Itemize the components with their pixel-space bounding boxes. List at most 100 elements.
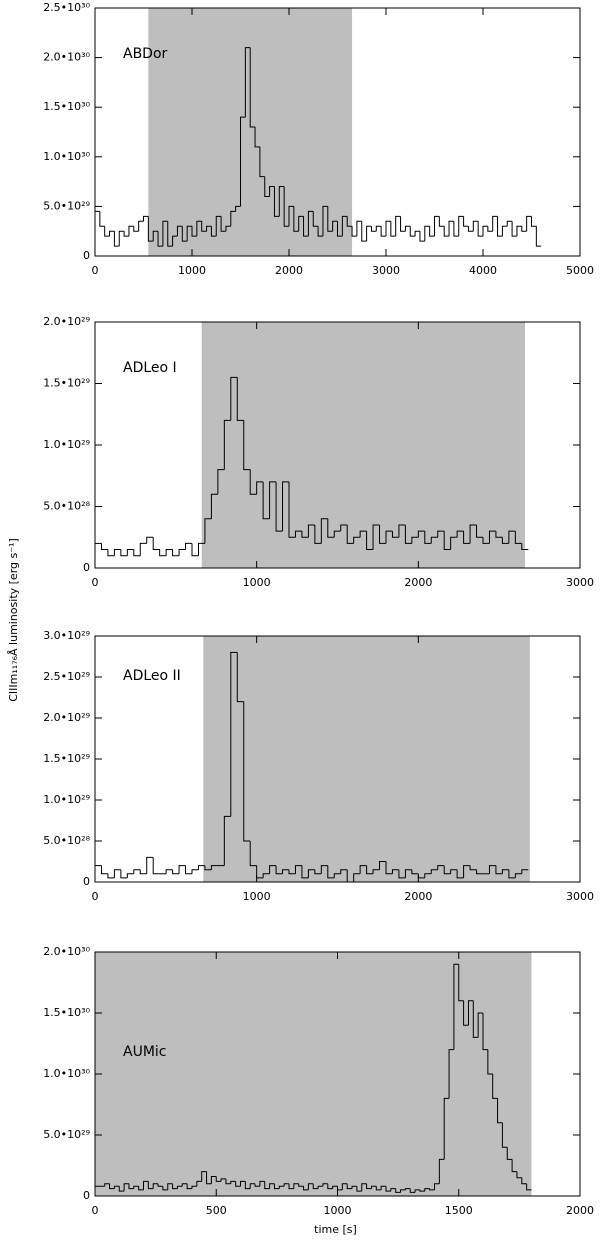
histogram-step — [201, 1171, 207, 1182]
histogram-step — [244, 47, 251, 118]
histogram-step — [353, 873, 361, 882]
histogram-step — [531, 216, 537, 227]
histogram-step — [307, 524, 315, 538]
histogram-step — [138, 1186, 144, 1191]
histogram-step — [424, 531, 432, 544]
histogram-step — [152, 1183, 159, 1189]
histogram-step — [429, 1188, 435, 1191]
y-tick-label: 0 — [83, 561, 90, 574]
histogram-step — [448, 220, 454, 237]
histogram-step — [356, 220, 362, 237]
histogram-step — [327, 206, 333, 232]
histogram-step — [487, 1049, 493, 1075]
histogram-step — [456, 530, 464, 538]
histogram-step — [497, 1098, 503, 1124]
y-tick-label: 5.0•10²⁹ — [43, 1128, 90, 1141]
histogram-step — [120, 549, 128, 557]
histogram-step — [113, 231, 120, 247]
histogram-step — [327, 1183, 333, 1190]
histogram-step — [430, 869, 438, 874]
histogram-step — [186, 1183, 192, 1190]
histogram-step — [385, 220, 391, 237]
histogram-step — [379, 524, 386, 544]
histogram-step — [113, 1185, 120, 1189]
histogram-step — [437, 865, 445, 870]
histogram-step — [215, 215, 222, 237]
histogram-step — [414, 1189, 420, 1193]
panel-label: ADLeo I — [123, 360, 177, 376]
histogram-step — [181, 1183, 188, 1187]
panel-label: ADLeo II — [123, 668, 181, 684]
histogram-step — [443, 1097, 450, 1160]
histogram-step — [259, 1180, 265, 1187]
histogram-step — [438, 1158, 445, 1184]
histogram-step — [204, 865, 212, 871]
histogram-step — [118, 230, 125, 247]
histogram-step — [223, 419, 231, 470]
histogram-step — [191, 543, 199, 557]
x-tick-label: 1500 — [445, 1204, 473, 1217]
histogram-step — [197, 865, 205, 870]
histogram-step — [264, 176, 270, 197]
histogram-step — [139, 869, 147, 875]
histogram-step — [506, 1147, 513, 1160]
histogram-step — [359, 530, 367, 538]
histogram-step — [469, 524, 477, 544]
histogram-step — [303, 1186, 309, 1191]
histogram-step — [463, 1000, 469, 1026]
panel-label: ABDor — [123, 46, 168, 62]
histogram-step — [404, 869, 412, 878]
histogram-step — [225, 225, 231, 232]
histogram-step — [390, 221, 396, 237]
y-tick-label: 2.5•10²⁹ — [43, 670, 90, 683]
histogram-step — [453, 221, 459, 237]
histogram-step — [327, 865, 335, 879]
x-tick-label: 2000 — [404, 576, 432, 589]
y-tick-label: 5.0•10²⁸ — [43, 500, 90, 513]
y-tick-label: 1.5•10³⁰ — [43, 1006, 90, 1019]
histogram-step — [273, 186, 280, 217]
histogram-step — [395, 215, 401, 237]
y-tick-label: 2.0•10²⁹ — [43, 315, 90, 328]
x-tick-label: 1000 — [324, 1204, 352, 1217]
histogram-step — [230, 651, 238, 817]
histogram-step — [526, 1183, 532, 1191]
histogram-step — [191, 226, 197, 237]
histogram-step — [269, 865, 277, 874]
histogram-step — [176, 1185, 183, 1189]
histogram-step — [100, 543, 108, 551]
histogram-step — [516, 1171, 522, 1179]
y-tick-label: 0 — [83, 1189, 90, 1202]
histogram-step — [372, 869, 380, 874]
plot-frame — [94, 7, 581, 257]
histogram-step — [191, 869, 199, 874]
histogram-step — [340, 524, 348, 532]
histogram-step — [417, 530, 425, 538]
histogram-step — [128, 225, 134, 237]
histogram-step — [269, 186, 275, 197]
y-tick-label: 1.5•10³⁰ — [43, 100, 90, 113]
x-tick-label: 500 — [206, 1204, 227, 1217]
histogram-step — [259, 146, 265, 178]
histogram-step — [501, 537, 509, 544]
histogram-step — [288, 481, 296, 538]
histogram-step — [109, 230, 115, 237]
histogram-step — [293, 206, 299, 232]
histogram-step — [178, 549, 186, 556]
histogram-step — [400, 216, 406, 232]
histogram-step — [398, 524, 406, 538]
histogram-step — [167, 1183, 173, 1190]
y-axis-label: CIIIm₁₁₇₆Å luminosity [erg s⁻¹] — [7, 538, 20, 702]
y-tick-label: 1.0•10²⁹ — [43, 438, 90, 451]
histogram-step — [391, 869, 399, 874]
histogram-step — [138, 220, 144, 232]
shaded-interval — [201, 322, 526, 568]
histogram-step — [463, 531, 471, 544]
histogram-step — [456, 869, 464, 879]
x-tick-label: 4000 — [469, 264, 497, 277]
histogram-step — [443, 865, 451, 875]
histogram-step — [225, 1178, 231, 1185]
histogram-step — [240, 116, 246, 207]
histogram-step — [126, 549, 134, 556]
histogram-step — [419, 1189, 425, 1192]
